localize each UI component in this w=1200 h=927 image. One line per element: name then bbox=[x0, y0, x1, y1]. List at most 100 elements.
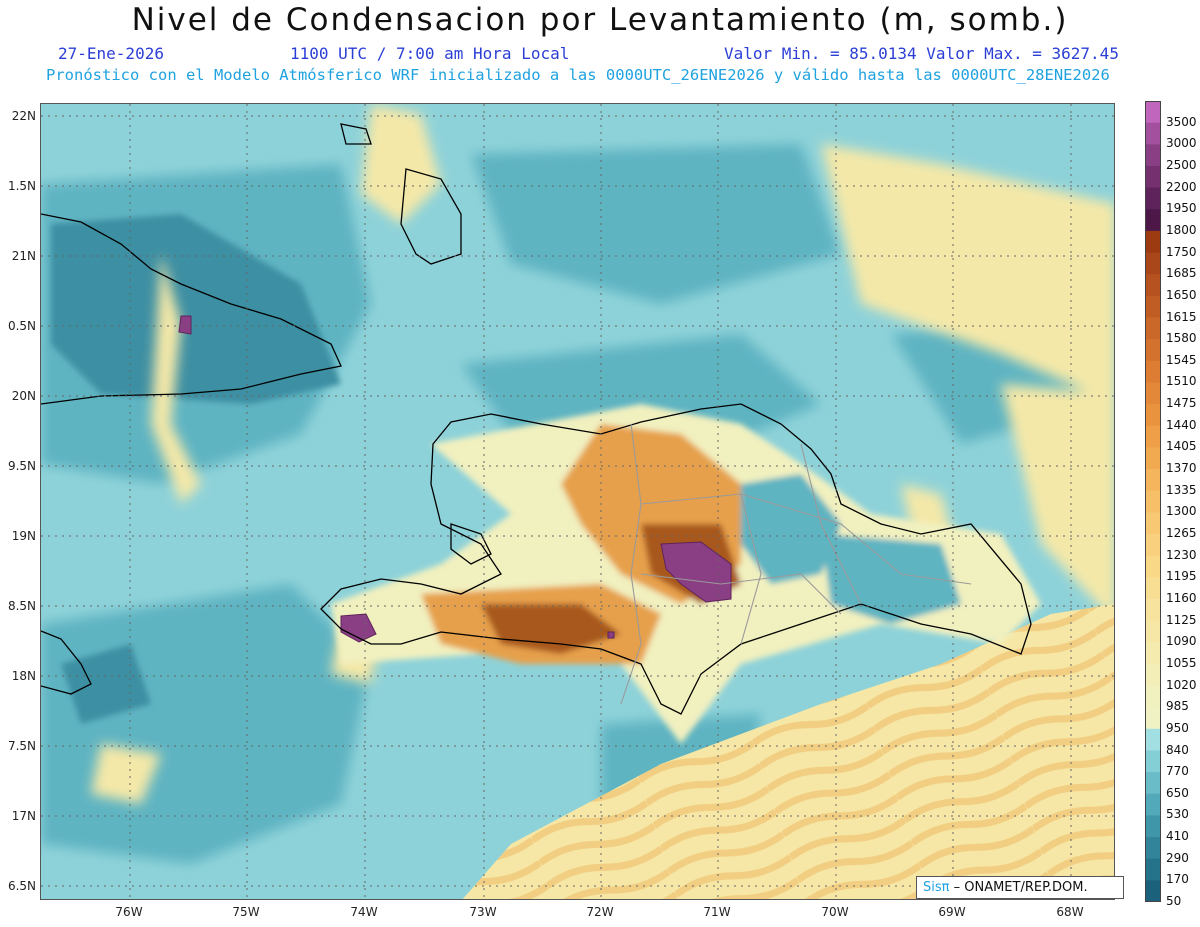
lat-label-17n: 17N bbox=[11, 809, 36, 823]
colorbar-border bbox=[1145, 101, 1161, 902]
lat-label-18-5n: 8.5N bbox=[7, 599, 36, 613]
credit-org: – ONAMET/REP.DOM. bbox=[949, 880, 1088, 895]
colorbar-swatch bbox=[1145, 382, 1161, 405]
colorbar-swatch bbox=[1145, 404, 1161, 427]
colorbar-tick-label: 1405 bbox=[1166, 439, 1197, 454]
colorbar-swatch bbox=[1145, 880, 1161, 902]
colorbar-swatch bbox=[1145, 555, 1161, 578]
colorbar-swatch bbox=[1145, 469, 1161, 492]
colorbar-swatch bbox=[1145, 533, 1161, 557]
colorbar-tick-label: 1580 bbox=[1166, 331, 1197, 346]
lon-label-72w: 72W bbox=[586, 905, 614, 919]
colorbar-tick-label: 1750 bbox=[1166, 244, 1197, 259]
colorbar-swatch bbox=[1145, 685, 1161, 708]
colorbar-tick-label: 1090 bbox=[1166, 634, 1197, 649]
colorbar-swatch bbox=[1145, 663, 1161, 687]
lon-label-73w: 73W bbox=[469, 905, 497, 919]
minmax-label: Valor Min. = 85.0134 Valor Max. = 3627.4… bbox=[724, 44, 1119, 63]
forecast-label: Pronóstico con el Modelo Atmósferico WRF… bbox=[46, 66, 1110, 84]
colorbar-tick-label: 1510 bbox=[1166, 374, 1197, 389]
colorbar-swatch bbox=[1145, 274, 1161, 297]
lat-label-19-5n: 9.5N bbox=[7, 459, 36, 473]
lat-label-20-5n: 0.5N bbox=[7, 319, 36, 333]
map-panel bbox=[40, 103, 1115, 900]
colorbar-tick-label: 1950 bbox=[1166, 201, 1197, 216]
colorbar-tick-label: 950 bbox=[1166, 720, 1189, 735]
colorbar-swatch bbox=[1145, 490, 1161, 513]
lat-label-22n: 22N bbox=[11, 109, 36, 123]
map-title: Nivel de Condensacion por Levantamiento … bbox=[131, 2, 1069, 38]
colorbar-swatch bbox=[1145, 144, 1161, 167]
colorbar-tick-label: 985 bbox=[1166, 699, 1189, 714]
date-label: 27-Ene-2026 bbox=[58, 44, 164, 63]
colorbar-swatch bbox=[1145, 425, 1161, 448]
colorbar-tick-label: 290 bbox=[1166, 850, 1189, 865]
colorbar-swatch bbox=[1145, 642, 1161, 665]
colorbar-swatch bbox=[1145, 598, 1161, 622]
colorbar-swatch bbox=[1145, 317, 1161, 340]
colorbar-tick-label: 1125 bbox=[1166, 612, 1197, 627]
colorbar-tick-label: 1160 bbox=[1166, 590, 1197, 605]
lon-label-71w: 71W bbox=[703, 905, 731, 919]
colorbar-tick-label: 1195 bbox=[1166, 569, 1197, 584]
colorbar-swatch bbox=[1145, 772, 1161, 795]
colorbar-swatch bbox=[1145, 793, 1161, 817]
colorbar-tick-label: 3500 bbox=[1166, 114, 1197, 129]
colorbar-swatch bbox=[1145, 858, 1161, 881]
lat-label-17-5n: 7.5N bbox=[7, 739, 36, 753]
colorbar-tick-label: 1800 bbox=[1166, 222, 1197, 237]
colorbar-swatch bbox=[1145, 815, 1161, 838]
lon-label-68w: 68W bbox=[1056, 905, 1084, 919]
colorbar-tick-label: 1020 bbox=[1166, 677, 1197, 692]
colorbar bbox=[1145, 101, 1161, 902]
colorbar-tick-label: 1615 bbox=[1166, 309, 1197, 324]
colorbar-swatch bbox=[1145, 447, 1161, 470]
colorbar-swatch bbox=[1145, 837, 1161, 860]
southeast-swell-zone bbox=[462, 604, 1114, 899]
colorbar-tick-label: 2200 bbox=[1166, 179, 1197, 194]
colorbar-tick-label: 2500 bbox=[1166, 157, 1197, 172]
colorbar-tick-label: 650 bbox=[1166, 785, 1189, 800]
colorbar-swatch bbox=[1145, 360, 1161, 384]
colorbar-tick-label: 1300 bbox=[1166, 504, 1197, 519]
colorbar-swatch bbox=[1145, 252, 1161, 275]
colorbar-swatch bbox=[1145, 122, 1161, 145]
colorbar-tick-label: 530 bbox=[1166, 807, 1189, 822]
lat-label-20n: 20N bbox=[11, 389, 36, 403]
colorbar-swatch bbox=[1145, 512, 1161, 535]
colorbar-tick-label: 1685 bbox=[1166, 266, 1197, 281]
colorbar-tick-label: 1475 bbox=[1166, 396, 1197, 411]
colorbar-tick-label: 840 bbox=[1166, 742, 1189, 757]
high-lcl-cells bbox=[178, 315, 732, 643]
colorbar-tick-label: 1230 bbox=[1166, 547, 1197, 562]
lat-label-21-5n: 1.5N bbox=[7, 179, 36, 193]
colorbar-tick-label: 50 bbox=[1166, 894, 1182, 908]
colorbar-swatch bbox=[1145, 577, 1161, 600]
colorbar-swatch bbox=[1145, 728, 1161, 752]
colorbar-tick-label: 170 bbox=[1166, 872, 1189, 887]
lon-label-74w: 74W bbox=[350, 905, 378, 919]
credit-box: Sisπ – ONAMET/REP.DOM. bbox=[916, 876, 1124, 899]
colorbar-swatch bbox=[1145, 101, 1161, 124]
lat-label-19n: 19N bbox=[11, 529, 36, 543]
colorbar-tick-label: 1440 bbox=[1166, 417, 1197, 432]
colorbar-swatch bbox=[1145, 750, 1161, 773]
colorbar-tick-label: 1370 bbox=[1166, 461, 1197, 475]
colorbar-swatch bbox=[1145, 230, 1161, 254]
credit-brand: Sisπ bbox=[923, 880, 950, 895]
colorbar-swatch bbox=[1145, 339, 1161, 362]
colorbar-tick-label: 3000 bbox=[1166, 136, 1197, 151]
colorbar-swatch bbox=[1145, 707, 1161, 730]
time-label: 1100 UTC / 7:00 am Hora Local bbox=[290, 44, 570, 63]
lon-label-75w: 75W bbox=[232, 905, 260, 919]
colorbar-tick-label: 1650 bbox=[1166, 287, 1197, 302]
colorbar-swatch bbox=[1145, 165, 1161, 189]
lat-label-18n: 18N bbox=[11, 669, 36, 683]
ocean-yellow-zones bbox=[91, 104, 1114, 804]
lon-label-76w: 76W bbox=[115, 905, 143, 919]
lon-label-70w: 70W bbox=[821, 905, 849, 919]
colorbar-swatch bbox=[1145, 187, 1161, 210]
colorbar-tick-label: 1265 bbox=[1166, 526, 1197, 540]
colorbar-tick-label: 1055 bbox=[1166, 655, 1197, 670]
colorbar-tick-label: 1335 bbox=[1166, 482, 1197, 497]
